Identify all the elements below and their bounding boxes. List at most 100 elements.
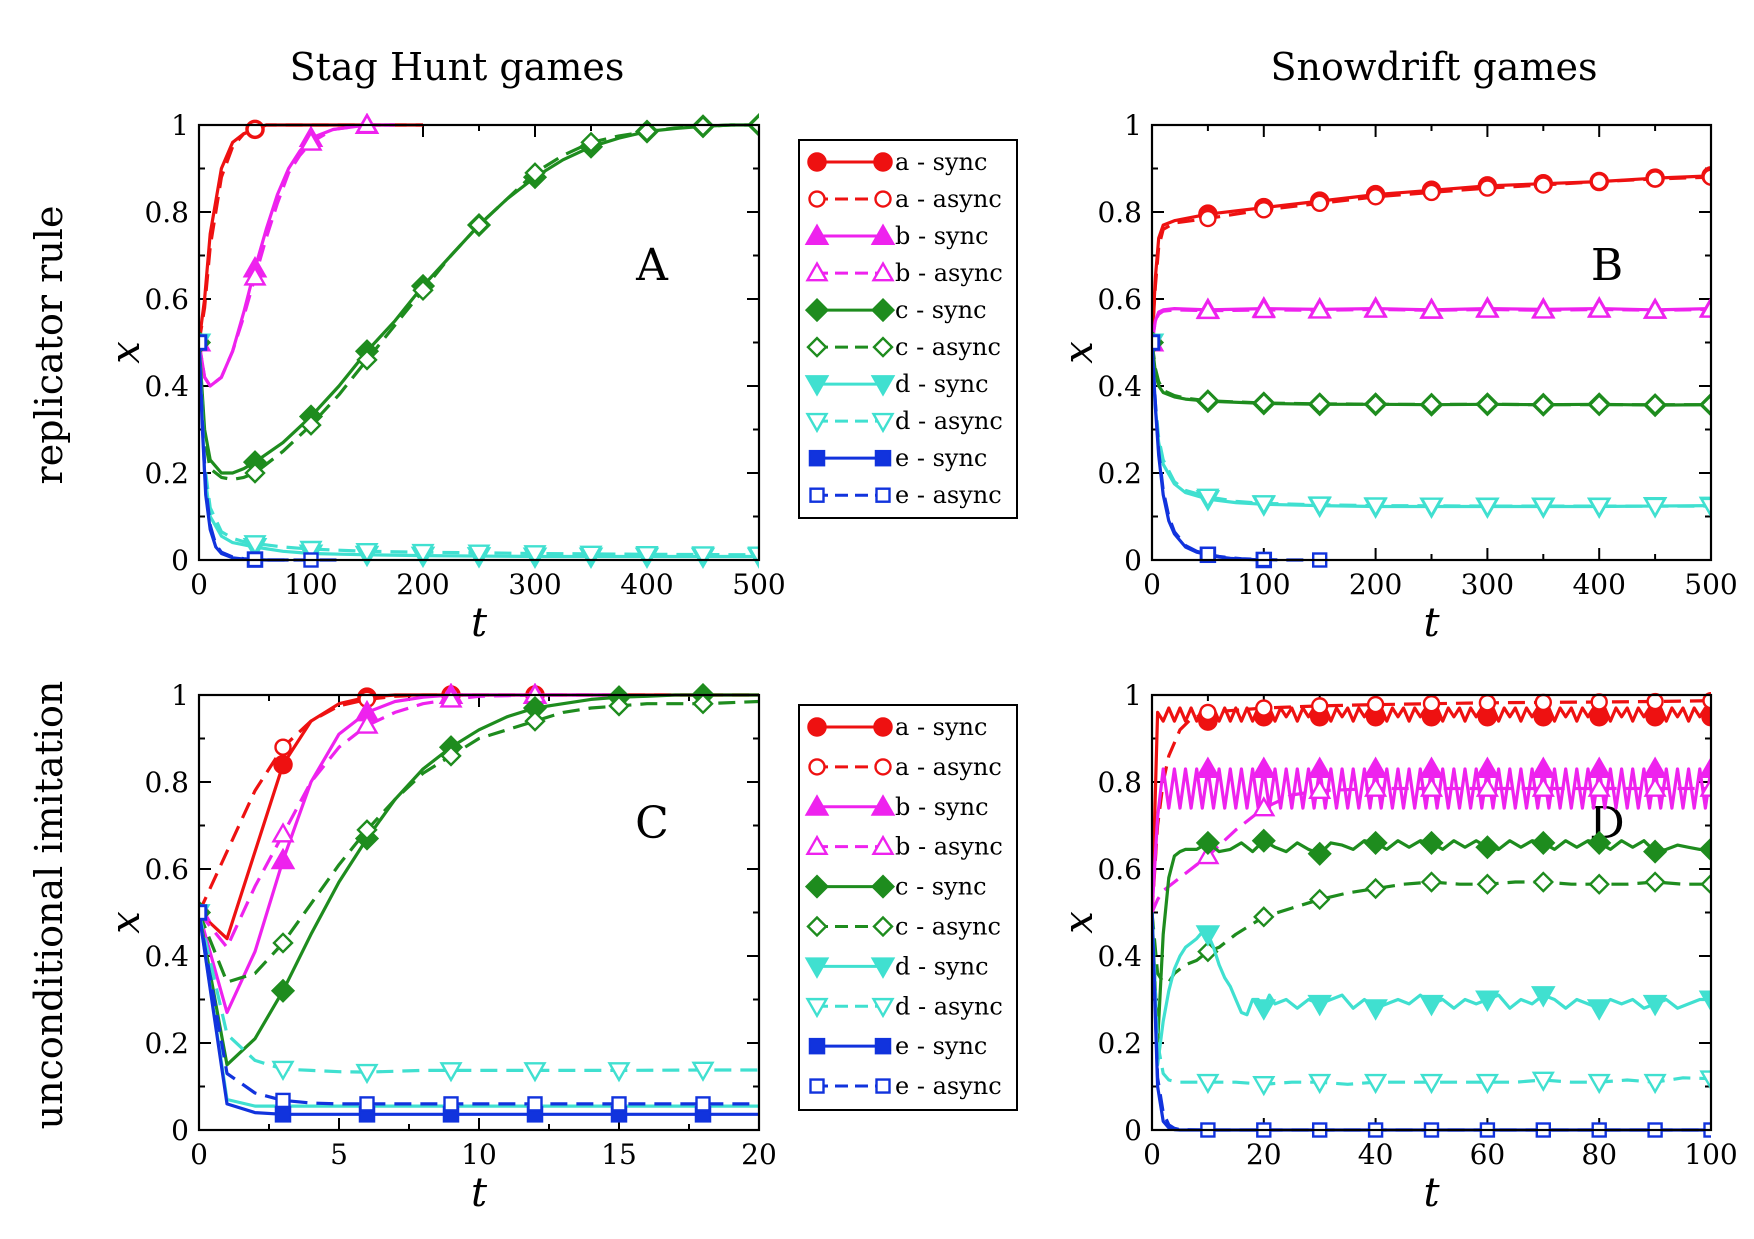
y-axis-label: x [1056, 911, 1102, 934]
data-point-b-sync [1586, 756, 1612, 778]
series-line-c-sync [199, 693, 759, 1067]
legend-marker [805, 261, 829, 282]
data-point-b-async [1699, 776, 1711, 797]
legend-marker [804, 874, 830, 899]
legend-marker [870, 298, 896, 323]
y-tick-label: 0.6 [1097, 283, 1142, 316]
x-tick-label: 0 [1143, 568, 1161, 601]
data-point-b-async [1364, 297, 1388, 318]
data-point-d-sync [1363, 999, 1388, 1021]
series-group [199, 113, 759, 570]
data-point-c-sync [1419, 830, 1444, 855]
legend-marker [808, 758, 826, 776]
series-line-a-async [199, 693, 759, 914]
data-point-e-async [443, 1096, 459, 1112]
data-point-e-async [1200, 546, 1216, 563]
legend-label: c - async [895, 912, 1001, 940]
data-point-d-async [299, 540, 323, 562]
data-point-c-async [1309, 888, 1331, 911]
y-tick-label: 0.8 [144, 196, 189, 229]
y-tick-label: 1 [171, 109, 189, 142]
data-point-b-async [1587, 776, 1611, 797]
data-point-a-async [1310, 194, 1329, 213]
data-point-d-async [1699, 497, 1711, 518]
y-tick-label: 0 [171, 1114, 189, 1147]
legend-label: b - async [895, 833, 1003, 861]
x-tick-label: 20 [741, 1138, 777, 1171]
series-line-d-async [199, 342, 759, 557]
data-point-d-async [523, 1062, 547, 1083]
data-point-c-async [356, 349, 378, 371]
data-point-c-async [692, 115, 714, 138]
legend-label: d - async [895, 407, 1003, 435]
legend-label: e - async [895, 1072, 1002, 1100]
data-point-c-async [1644, 871, 1666, 893]
data-point-b-sync [1475, 756, 1500, 778]
legend-label: b - sync [895, 793, 989, 821]
data-point-c-async [1476, 873, 1499, 895]
data-point-a-async [1702, 691, 1711, 710]
data-point-c-async [608, 695, 630, 717]
data-point-c-async [356, 819, 378, 841]
data-point-b-async [1475, 297, 1499, 318]
data-point-c-async [1588, 394, 1610, 416]
data-point-d-async [523, 545, 547, 566]
legend-marker [870, 375, 896, 397]
panel-letter: A [635, 240, 669, 291]
y-tick-label: 0.4 [1097, 370, 1142, 403]
data-point-c-sync [1531, 830, 1556, 855]
data-point-d-sync [1195, 925, 1221, 947]
data-point-b-async [1308, 298, 1332, 319]
data-point-b-async [1308, 778, 1332, 800]
y-tick-label: 0.4 [144, 940, 189, 973]
x-tick-label: 100 [1684, 1138, 1737, 1171]
data-point-d-async [1643, 497, 1667, 518]
series-line-e-sync [1152, 342, 1264, 562]
series-line-d-sync [1152, 342, 1711, 509]
data-point-d-sync [1586, 999, 1612, 1021]
data-point-b-sync [1307, 756, 1332, 778]
legend-label: a - sync [895, 148, 987, 176]
legend-marker [870, 794, 896, 816]
data-point-c-async [1476, 393, 1499, 415]
data-point-a-async [1422, 183, 1441, 202]
series-line-d-async [1152, 342, 1711, 508]
data-point-e-async [611, 1096, 627, 1112]
data-point-d-async [691, 546, 715, 567]
data-point-b-sync [1195, 756, 1221, 778]
series-line-c-sync [199, 123, 759, 475]
legend-marker [804, 794, 830, 816]
legend-label: c - sync [895, 296, 987, 324]
y-tick-label: 0.2 [1097, 457, 1142, 490]
series-group [1152, 691, 1711, 1138]
data-point-e-async [199, 904, 207, 921]
legend-marker [872, 915, 894, 938]
legend-label: c - async [895, 333, 1001, 361]
row-title-unconditional-imitation: unconditional imitation [27, 681, 71, 1130]
data-point-c-async [412, 279, 434, 301]
legend-marker [870, 223, 896, 246]
legend-label: a - async [895, 753, 1002, 781]
data-point-d-sync [1307, 994, 1332, 1017]
data-point-c-sync [1587, 830, 1612, 855]
y-tick-label: 1 [171, 679, 189, 712]
data-point-d-async [1252, 1075, 1276, 1097]
data-point-d-sync [1251, 999, 1277, 1021]
x-tick-label: 0 [190, 1138, 208, 1171]
data-point-e-sync [274, 1106, 292, 1123]
data-point-d-async [1587, 1073, 1611, 1095]
legend-marker [807, 717, 827, 737]
legend-marker [871, 261, 895, 282]
data-point-d-async [1475, 1073, 1499, 1095]
data-point-e-async [275, 1092, 291, 1109]
legend-label: b - async [895, 259, 1003, 287]
data-point-a-async [1422, 695, 1441, 713]
data-point-d-sync [1475, 990, 1500, 1013]
series-line-e-async [1152, 912, 1711, 1132]
data-point-b-sync [1531, 756, 1556, 778]
data-point-a-async [1590, 693, 1608, 711]
y-tick-label: 0.8 [1097, 196, 1142, 229]
data-point-a-async [1199, 703, 1217, 722]
legend-label: a - async [895, 185, 1002, 213]
series-line-c-async [1152, 880, 1711, 984]
